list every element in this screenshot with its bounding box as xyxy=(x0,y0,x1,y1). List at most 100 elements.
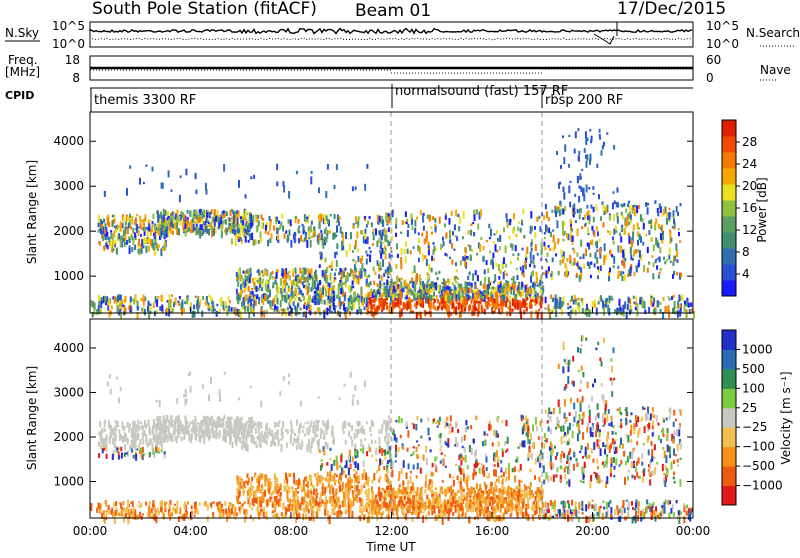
power-cell-894 xyxy=(324,278,326,282)
power-cell-488 xyxy=(172,224,174,229)
power-cell-2263 xyxy=(663,257,665,261)
power-cell-2329 xyxy=(651,255,653,258)
power-cell-3297 xyxy=(226,306,228,308)
power-cell-1890 xyxy=(510,261,512,264)
mode-label-0: themis 3300 RF xyxy=(94,93,196,108)
vel-cell-689 xyxy=(270,433,272,437)
power-cell-3374 xyxy=(195,190,197,195)
power-cell-3279 xyxy=(181,300,183,303)
power-cell-1152 xyxy=(336,243,338,249)
power-cell-1190 xyxy=(350,232,352,239)
power-cell-2352 xyxy=(562,227,564,234)
power-cell-2357 xyxy=(654,226,656,231)
power-cell-2354 xyxy=(653,262,655,267)
power-cell-1176 xyxy=(360,268,362,271)
power-cell-2274 xyxy=(670,261,672,264)
vel-cell-520 xyxy=(224,429,226,431)
vel-cell-1205 xyxy=(317,423,319,431)
power-cell-2011 xyxy=(423,226,425,231)
power-cell-2453 xyxy=(607,230,609,233)
vel-cell-1236 xyxy=(347,422,349,425)
power-cell-2251 xyxy=(638,227,640,230)
power-cell-2134 xyxy=(530,260,532,264)
vel-cell-202 xyxy=(133,434,135,439)
power-cell-520 xyxy=(210,223,212,230)
power-cell-2838 xyxy=(380,304,382,306)
power-cell-2504 xyxy=(620,236,622,242)
power-cell-2575 xyxy=(591,136,593,142)
power-cell-1032 xyxy=(340,288,342,294)
power-cell-1907 xyxy=(472,222,474,224)
vel-cell-418 xyxy=(213,430,215,434)
power-cell-3355 xyxy=(245,194,247,198)
vel-cell-634 xyxy=(322,420,324,426)
power-cell-2981 xyxy=(452,301,454,304)
power-cell-3016 xyxy=(622,305,624,313)
vel-cell-871 xyxy=(345,483,347,487)
power-cell-198 xyxy=(153,243,155,251)
vel-cell-1204 xyxy=(353,469,355,472)
power-cell-3102 xyxy=(461,305,463,313)
power-cell-3322 xyxy=(553,307,555,312)
power-cell-170 xyxy=(145,216,147,218)
vel-cell-1210 xyxy=(363,469,365,475)
power-cell-2398 xyxy=(647,203,649,206)
vel-cell-1080 xyxy=(366,421,368,424)
vel-cell-1099 xyxy=(336,456,338,463)
vel-cell-536 xyxy=(227,422,229,429)
power-cell-2071 xyxy=(405,211,407,217)
vel-cell-922 xyxy=(353,497,355,502)
power-cell-98 xyxy=(147,231,149,237)
power-cell-3254 xyxy=(444,301,446,307)
vel-cell-1206 xyxy=(352,457,354,463)
power-cell-590 xyxy=(298,238,300,243)
power-cell-2492 xyxy=(548,245,550,248)
mode-label-1: normalsound (fast) 157 RF xyxy=(395,84,568,99)
power-cell-3365 xyxy=(288,191,290,199)
power-cell-2514 xyxy=(680,273,682,278)
power-cell-2131 xyxy=(493,241,495,244)
power-cell-2385 xyxy=(551,210,553,213)
power-cell-974 xyxy=(238,270,240,274)
power-cell-2901 xyxy=(502,302,504,304)
power-cell-359 xyxy=(166,226,168,230)
power-cell-683 xyxy=(273,225,275,230)
power-cell-1196 xyxy=(329,265,331,268)
power-cell-639 xyxy=(310,225,312,232)
power-cell-2063 xyxy=(459,284,461,287)
power-cell-184 xyxy=(141,220,143,223)
power-cell-2330 xyxy=(577,209,579,213)
vel-cell-653 xyxy=(306,445,308,453)
power-cell-2448 xyxy=(609,215,611,221)
vel-cell-480 xyxy=(177,422,179,428)
power-cell-879 xyxy=(269,276,271,280)
power-cell-2449 xyxy=(657,258,659,260)
power-cell-865 xyxy=(293,291,295,299)
power-cell-201 xyxy=(145,238,147,244)
power-cell-2061 xyxy=(452,231,454,235)
power-cell-129 xyxy=(123,229,125,236)
power-cell-2286 xyxy=(546,211,548,218)
power-cell-2389 xyxy=(623,203,625,207)
power-cell-920 xyxy=(360,287,362,294)
power-cell-2411 xyxy=(662,235,664,241)
power-cell-2376 xyxy=(595,204,597,211)
power-cell-2020 xyxy=(429,215,431,221)
power-cell-3147 xyxy=(227,296,229,300)
power-cell-2578 xyxy=(586,162,588,168)
power-cell-3137 xyxy=(137,306,139,311)
power-cell-1731 xyxy=(532,282,534,287)
vel-cell-183 xyxy=(116,447,118,450)
power-cell-629 xyxy=(290,220,292,227)
power-cell-1828 xyxy=(443,241,445,246)
power-cell-1945 xyxy=(395,218,397,225)
power-cell-728 xyxy=(255,277,257,280)
power-cell-3106 xyxy=(680,304,682,308)
power-cell-2111 xyxy=(530,242,532,244)
power-cell-601 xyxy=(242,226,244,234)
power-cell-2395 xyxy=(647,268,649,273)
power-cell-3262 xyxy=(515,295,517,300)
power-cell-3346 xyxy=(238,180,240,188)
vel-cell-1114 xyxy=(378,429,380,434)
power-cell-818 xyxy=(286,283,288,286)
